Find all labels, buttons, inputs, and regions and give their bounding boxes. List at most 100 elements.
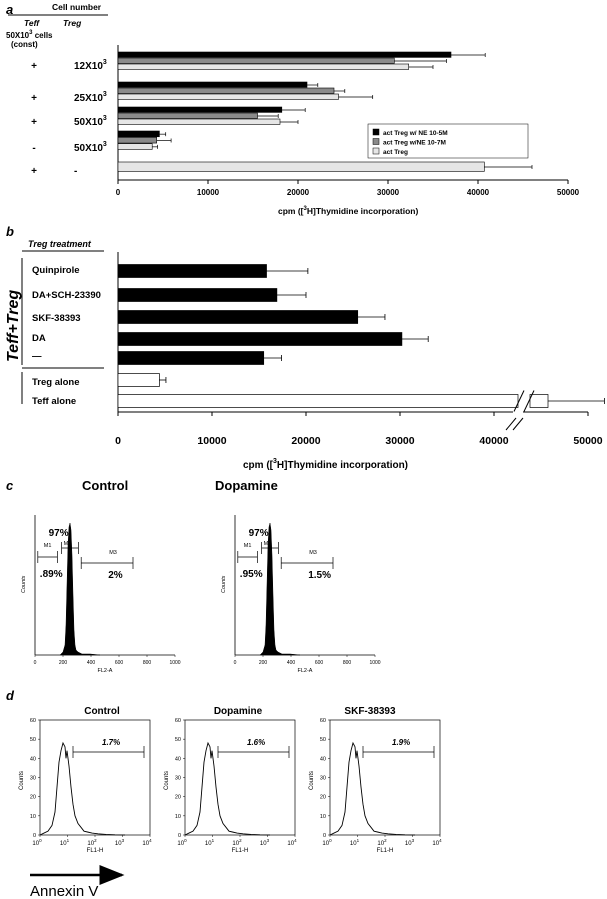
tick-exp: 1 xyxy=(357,838,360,843)
row-teff-sign: + xyxy=(31,93,37,104)
axis-break xyxy=(512,417,524,431)
tick-base: 10 xyxy=(287,841,294,847)
bar xyxy=(117,106,283,113)
x-tick-label: 103 xyxy=(115,838,125,847)
y-tick-label: 60 xyxy=(175,718,181,724)
tick-base: 10 xyxy=(32,841,39,847)
treg-base: 50X10 xyxy=(74,143,103,154)
tick-base: 10 xyxy=(377,841,384,847)
treg-base: - xyxy=(74,166,77,177)
bars xyxy=(117,264,605,412)
annexin-plots: Control0102030405060Counts10010110210310… xyxy=(19,706,442,854)
row-treg-count: 25X103 xyxy=(74,91,107,104)
row-teff-sign: + xyxy=(31,166,37,177)
gate-label: M1 xyxy=(44,543,52,549)
gate-percent: 1.9% xyxy=(392,738,410,747)
bar xyxy=(117,130,160,138)
group-label: Teff+Treg xyxy=(5,290,22,362)
legend-swatch xyxy=(372,128,380,136)
y-tick-label: 40 xyxy=(320,756,326,762)
x-tick-label: 100 xyxy=(177,838,187,847)
y-tick-label: 40 xyxy=(175,756,181,762)
x-tick-label: 0 xyxy=(115,435,121,447)
x-tick-label: 101 xyxy=(205,838,215,847)
y-tick-label: 50 xyxy=(175,737,181,743)
treg-exp: 3 xyxy=(103,59,107,66)
treatment-header: Treg treatment xyxy=(28,239,92,249)
x-tick-label: 800 xyxy=(143,660,152,666)
y-tick-label: 60 xyxy=(320,718,326,724)
x-tick-label: 1000 xyxy=(369,660,380,666)
gate-percent: 97% xyxy=(249,528,269,539)
tick-exp: 3 xyxy=(122,838,125,843)
tick-base: 10 xyxy=(232,841,239,847)
bar xyxy=(117,81,308,88)
header-cell-number: Cell number xyxy=(52,2,102,12)
row-label: Quinpirole xyxy=(32,265,80,276)
bar xyxy=(117,161,485,172)
tick-exp: 4 xyxy=(439,838,442,843)
tick-exp: 4 xyxy=(294,838,297,843)
x-tick-label: 101 xyxy=(60,838,70,847)
bar xyxy=(117,87,335,94)
row-label: DA+SCH-23390 xyxy=(32,290,101,301)
y-tick-label: 30 xyxy=(175,776,181,782)
header-treg: Treg xyxy=(63,18,82,28)
x-axis-label: FL2-A xyxy=(298,668,313,674)
row-label: — xyxy=(32,351,42,362)
x-tick-label: 100 xyxy=(32,838,42,847)
x-axis-label: cpm ([3H]Thymidine incorporation) xyxy=(278,206,418,216)
histogram-peak xyxy=(259,522,301,656)
legend-entry: act Treg w/NE 10-7M xyxy=(383,140,446,147)
x-axis-label: FL1-H xyxy=(377,848,394,854)
row-treg-count: - xyxy=(74,166,77,177)
teff-const-label: 50X103 cells xyxy=(6,30,53,40)
plot-title: Control xyxy=(84,706,120,717)
legend-swatch xyxy=(372,138,380,145)
x-tick-label: 30000 xyxy=(377,188,400,197)
bar xyxy=(117,57,395,64)
histogram-curve xyxy=(329,741,416,836)
panel-a: a Cell number Teff Treg 50X103 cells (co… xyxy=(6,2,580,216)
x-tick-label: 200 xyxy=(59,660,68,666)
gate-percent: 97% xyxy=(49,528,69,539)
tick-base: 10 xyxy=(177,841,184,847)
tick-exp: 2 xyxy=(239,838,242,843)
x-tick-label: 102 xyxy=(377,838,387,847)
tick-exp: 0 xyxy=(39,838,42,843)
tick-base: 10 xyxy=(350,841,357,847)
y-tick-label: 10 xyxy=(320,814,326,820)
x-tick-label: 100 xyxy=(322,838,332,847)
row-teff-sign: + xyxy=(31,61,37,72)
annexin-histogram: Control0102030405060Counts10010110210310… xyxy=(19,706,152,854)
x-tick-label: 102 xyxy=(87,838,97,847)
bar xyxy=(117,112,258,119)
bar xyxy=(529,394,549,408)
x-tick-label: 104 xyxy=(432,838,442,847)
gate-percent: .89% xyxy=(40,569,63,580)
x-tick-label: 104 xyxy=(142,838,152,847)
panel-b: b Treg treatment Teff+Treg Quinpirole DA+… xyxy=(5,224,605,471)
panel-letter: d xyxy=(6,688,15,703)
x-tick-label: 104 xyxy=(287,838,297,847)
tick-base: 10 xyxy=(205,841,212,847)
x-tick-label: 0 xyxy=(116,188,121,197)
bar xyxy=(117,118,281,125)
axes: 0 10000 20000 30000 40000 50000 xyxy=(115,252,603,447)
row-treg-count: 12X103 xyxy=(74,59,107,72)
plot-frame xyxy=(184,719,296,836)
x-tick-label: 103 xyxy=(405,838,415,847)
x-axis-label: cpm ([3H]Thymidine incorporation) xyxy=(243,458,408,471)
x-tick-label: 30000 xyxy=(385,435,414,447)
y-tick-label: 10 xyxy=(175,814,181,820)
legend-entry: act Treg w/ NE 10-5M xyxy=(383,130,448,137)
row-treg-count: 50X103 xyxy=(74,141,107,154)
plot-title: Dopamine xyxy=(214,706,263,717)
annexin-histogram: Dopamine0102030405060Counts1001011021031… xyxy=(164,706,297,854)
treg-exp: 3 xyxy=(103,91,107,98)
tick-exp: 3 xyxy=(267,838,270,843)
tick-base: 10 xyxy=(432,841,439,847)
tick-base: 10 xyxy=(322,841,329,847)
panel-c: c Control Counts 0 200 400 600 800 1000 FL2-A M1 M… xyxy=(6,478,381,674)
treg-base: 25X10 xyxy=(74,93,103,104)
